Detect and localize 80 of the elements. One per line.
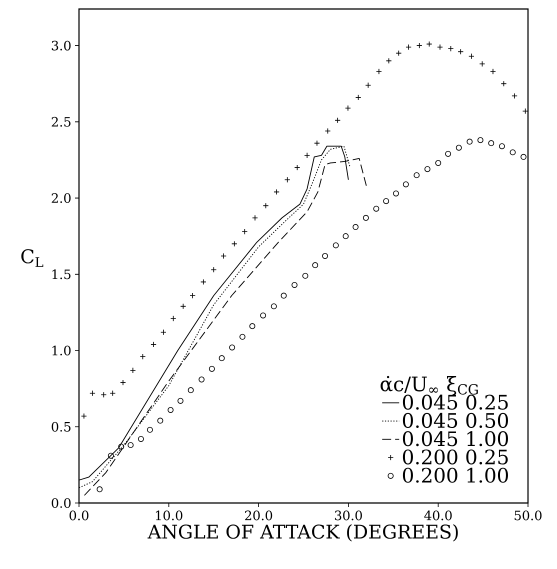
point — [498, 143, 505, 150]
y-tick-label: 3.0 — [52, 40, 71, 50]
y-tick-label: 0.5 — [52, 422, 70, 432]
point — [208, 366, 215, 372]
x-tick-label: 30.0 — [334, 510, 362, 520]
point — [365, 82, 372, 88]
point — [168, 407, 174, 413]
point — [456, 144, 462, 151]
point — [146, 426, 153, 433]
point — [373, 206, 380, 212]
point — [314, 140, 320, 146]
point — [332, 242, 339, 248]
point — [96, 486, 103, 492]
point — [118, 444, 124, 450]
x-axis-title: ANGLE OF ATTACK (DEGREES) — [148, 524, 458, 542]
x-tick-label: 20.0 — [245, 510, 272, 520]
y-tick-label: 1.0 — [52, 346, 71, 356]
y-axis-title: C$_{L}$ — [21, 249, 44, 267]
y-tick-label: 0.0 — [52, 498, 71, 508]
point — [362, 214, 369, 221]
point — [262, 202, 269, 209]
point — [249, 323, 256, 330]
legend-label: 0.200 1.00 — [402, 468, 508, 483]
point — [393, 190, 399, 196]
point — [170, 316, 176, 322]
point — [284, 176, 290, 183]
point — [302, 272, 308, 279]
point — [520, 154, 527, 160]
point — [218, 355, 225, 362]
point — [108, 452, 114, 459]
point — [402, 181, 409, 188]
point — [466, 138, 473, 145]
point — [270, 303, 277, 310]
point — [383, 198, 390, 204]
point — [414, 172, 420, 178]
point — [458, 48, 464, 55]
point — [157, 418, 164, 424]
point — [280, 292, 287, 299]
y-tick-label: 2.0 — [52, 193, 71, 203]
point — [110, 390, 116, 396]
x-tick-label: 50.0 — [514, 510, 542, 520]
point — [435, 160, 442, 166]
point — [177, 398, 184, 404]
legend-label: 0.045 1.00 — [402, 431, 508, 446]
point — [138, 436, 144, 442]
y-tick-label: 2.5 — [52, 116, 70, 127]
legend-title: α̇c/U$_{∞}$ ξ$_{CG}$ — [380, 376, 478, 396]
point — [334, 117, 341, 124]
point — [445, 150, 452, 157]
point — [500, 80, 507, 87]
x-tick-label: 10.0 — [156, 510, 182, 520]
point — [198, 376, 205, 382]
point — [292, 282, 298, 288]
point — [128, 442, 134, 448]
legend-label: 0.045 0.25 — [402, 394, 508, 410]
point — [342, 233, 349, 240]
point — [239, 334, 246, 340]
point — [188, 387, 194, 394]
point — [260, 312, 266, 318]
point — [231, 240, 238, 247]
point — [510, 149, 516, 156]
x-tick-label: 0.0 — [70, 510, 88, 520]
point — [396, 50, 402, 56]
legend-label: 0.045 0.50 — [402, 412, 508, 428]
point — [477, 137, 484, 144]
point — [180, 303, 186, 310]
point — [322, 253, 328, 259]
point — [89, 390, 96, 396]
point — [100, 392, 107, 398]
point — [424, 166, 430, 172]
legend-label: 0.200 0.25 — [402, 449, 508, 465]
point — [229, 344, 236, 350]
point — [210, 266, 217, 273]
point — [324, 128, 331, 134]
point — [352, 224, 359, 230]
x-tick-label: 40.0 — [424, 510, 452, 520]
point — [386, 58, 392, 64]
point — [312, 262, 318, 268]
y-tick-label: 1.5 — [52, 269, 70, 280]
point — [488, 140, 494, 146]
